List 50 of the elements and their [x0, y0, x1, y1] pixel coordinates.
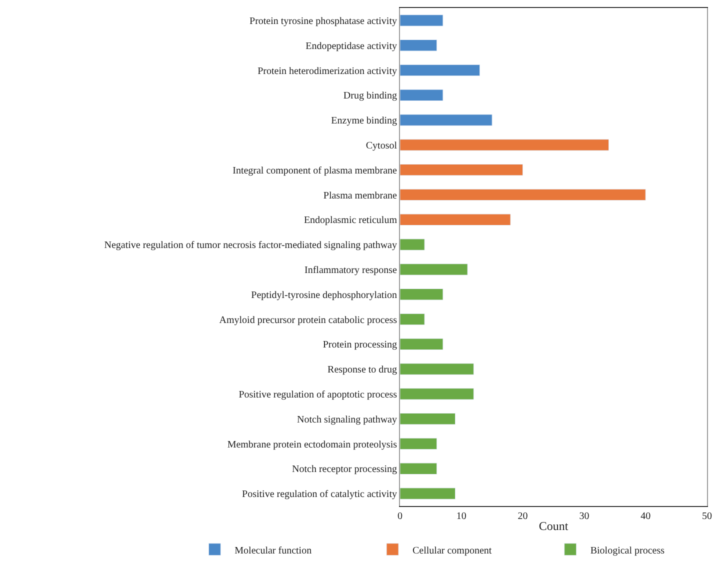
x-axis-title: Count	[538, 518, 569, 533]
bar	[400, 413, 456, 425]
bar	[400, 214, 511, 226]
legend-label: Biological process	[590, 545, 665, 556]
x-tick-label: 30	[579, 511, 590, 522]
y-tick-label: Enzyme binding	[331, 116, 397, 127]
bar	[400, 14, 444, 26]
y-tick-label: Protein processing	[322, 340, 397, 351]
x-tick-label: 0	[398, 511, 402, 522]
bar	[400, 313, 425, 326]
y-tick-label: Negative regulation of tumor necrosis factor-mediated signaling pathway	[104, 240, 397, 252]
y-tick-label: Inflammatory response	[304, 264, 398, 276]
y-tick-label: Membrane protein ectodomain proteolysis	[227, 439, 398, 450]
y-tick-label: Positive regulation of apoptotic process	[238, 389, 398, 400]
bar	[400, 40, 438, 52]
x-tick-label: 50	[702, 511, 712, 522]
y-tick-label: Integral component of plasma membrane	[232, 165, 398, 176]
y-tick-label: Protein heterodimerization activity	[258, 66, 397, 77]
bar	[400, 462, 438, 474]
y-tick-label: Drug binding	[343, 90, 397, 102]
bar	[400, 89, 444, 101]
y-tick-label: Cytosol	[366, 140, 398, 152]
y-tick-label: Protein tyrosine phosphatase activity	[250, 16, 397, 27]
y-tick-label: Notch signaling pathway	[297, 414, 397, 426]
bar	[400, 288, 444, 300]
bar	[400, 388, 474, 400]
x-tick-label: 10	[456, 511, 466, 522]
y-tick-label: Response to drug	[328, 364, 397, 376]
y-tick-label: Endopeptidase activity	[306, 40, 397, 52]
y-tick-label: Endoplasmic reticulum	[304, 215, 398, 226]
bar	[400, 188, 646, 201]
y-tick-label: Amyloid precursor protein catabolic process	[219, 314, 398, 326]
bar	[400, 438, 438, 450]
bar	[400, 488, 456, 500]
legend-label: Cellular component	[412, 545, 492, 556]
bar	[400, 64, 480, 76]
bar	[400, 363, 474, 375]
bar	[400, 264, 468, 276]
bar	[400, 338, 444, 350]
bar	[400, 139, 610, 151]
y-tick-label: Positive regulation of catalytic activity	[242, 489, 397, 500]
bar	[400, 238, 425, 250]
y-tick-label: Peptidyl-tyrosine dephosphorylation	[251, 290, 397, 301]
bar	[400, 164, 524, 176]
x-tick-label: 20	[518, 511, 528, 522]
x-tick-label: 40	[640, 511, 651, 522]
bar	[400, 114, 492, 126]
legend-label: Molecular function	[234, 545, 312, 556]
y-tick-label: Plasma membrane	[323, 190, 398, 202]
y-tick-label: Notch receptor processing	[292, 464, 397, 476]
